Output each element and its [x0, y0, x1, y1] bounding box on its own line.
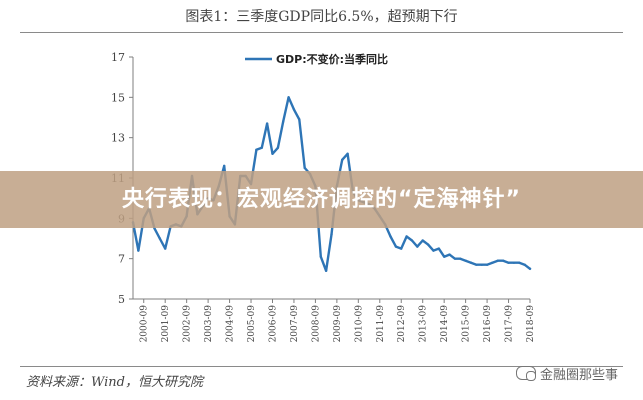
x-tick-label: 2008-09 — [311, 305, 321, 343]
x-tick-label: 2005-09 — [247, 305, 257, 343]
x-tick-label: 2015-09 — [462, 305, 472, 343]
x-tick-label: 2006-09 — [268, 305, 278, 343]
x-tick-label: 2018-09 — [526, 305, 536, 343]
data-point — [432, 249, 435, 252]
legend-label: GDP:不变价:当季同比 — [276, 52, 388, 66]
data-point — [158, 237, 162, 240]
data-point — [276, 146, 280, 149]
data-point — [282, 120, 285, 123]
data-point — [480, 263, 483, 266]
data-point — [271, 152, 274, 155]
data-point — [416, 245, 419, 248]
data-point — [464, 259, 467, 262]
gdp-line-chart: 57911131517 2000-092001-092002-092003-09… — [111, 51, 536, 342]
data-point — [485, 263, 489, 266]
y-tick-labels: 57911131517 — [111, 51, 133, 306]
source-note: 资料来源：Wind，恒大研究院 — [26, 375, 203, 390]
watermark: 金融圈那些事 — [516, 364, 619, 383]
data-point — [303, 166, 306, 170]
data-point — [255, 148, 258, 151]
watermark-text: 金融圈那些事 — [540, 367, 619, 383]
x-tick-label: 2003-09 — [204, 305, 214, 343]
figure-title: 图表1：三季度GDP同比6.5%，超预期下行 — [185, 9, 458, 25]
data-point — [298, 118, 301, 121]
data-point — [501, 259, 505, 262]
data-point — [442, 255, 446, 258]
data-point — [394, 245, 398, 248]
data-point — [400, 247, 403, 250]
data-point — [137, 249, 140, 252]
y-tick-label: 15 — [111, 91, 125, 104]
data-point — [405, 235, 408, 238]
x-tick-label: 2012-09 — [397, 305, 407, 343]
data-point — [512, 261, 516, 264]
data-point — [324, 269, 328, 272]
data-point — [389, 235, 392, 238]
data-point — [448, 253, 451, 256]
data-point — [410, 239, 414, 242]
data-point — [437, 247, 440, 250]
data-point — [496, 259, 500, 262]
data-point — [475, 263, 478, 266]
data-point — [287, 96, 290, 99]
data-point — [341, 158, 344, 162]
y-tick-label: 13 — [111, 132, 125, 145]
y-tick-label: 17 — [111, 51, 125, 64]
banner-text: 央行表现：宏观经济调控的“定海神针” — [122, 187, 521, 212]
data-point — [223, 164, 226, 168]
y-tick-label: 7 — [118, 253, 125, 266]
data-point — [346, 152, 349, 155]
data-point — [518, 261, 521, 264]
data-point — [523, 263, 526, 266]
data-point — [528, 267, 532, 270]
x-tick-label: 2010-09 — [354, 305, 364, 343]
x-tick-label: 2001-09 — [161, 305, 171, 343]
x-tick-labels: 2000-09 2001-09 2002-09 2003-09 2004-09 2005-… — [140, 299, 536, 342]
x-tick-label: 2014-09 — [440, 305, 450, 343]
data-point — [260, 146, 263, 149]
x-tick-label: 2009-09 — [333, 305, 343, 343]
x-tick-label: 2004-09 — [226, 305, 236, 343]
source-rule — [20, 366, 623, 367]
wechat-icon — [516, 366, 536, 381]
x-tick-label: 2002-09 — [183, 305, 193, 343]
data-point — [319, 255, 322, 258]
data-point — [459, 257, 462, 260]
x-tick-label: 2000-09 — [140, 305, 150, 343]
x-tick-label: 2011-09 — [376, 305, 386, 343]
data-point — [330, 233, 333, 236]
overlay-banner: 央行表现：宏观经济调控的“定海神针” — [0, 171, 643, 228]
data-point — [292, 108, 296, 111]
y-tick-label: 5 — [118, 293, 125, 306]
data-point — [469, 261, 473, 264]
data-point — [507, 261, 510, 264]
legend: GDP:不变价:当季同比 — [245, 52, 388, 66]
title-rule — [20, 32, 623, 33]
data-point — [453, 257, 457, 260]
x-tick-label: 2007-09 — [290, 305, 300, 343]
data-point — [163, 247, 167, 250]
data-point — [491, 261, 494, 264]
data-point — [265, 122, 269, 125]
x-tick-label: 2017-09 — [505, 305, 515, 343]
data-point — [421, 239, 424, 242]
x-tick-label: 2013-09 — [419, 305, 429, 343]
x-tick-label: 2016-09 — [483, 305, 493, 343]
data-point — [426, 243, 430, 246]
